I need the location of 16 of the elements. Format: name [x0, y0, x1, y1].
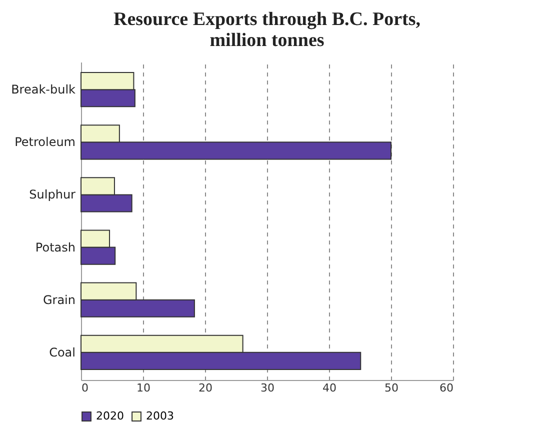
y-tick-label: Coal: [49, 345, 76, 360]
chart-title: Resource Exports through B.C. Ports, million tonnes: [114, 9, 421, 51]
y-tick-label: Break-bulk: [11, 82, 76, 97]
legend-label: 2020: [96, 410, 124, 423]
x-tick-label: 40: [322, 382, 336, 394]
x-tick-label: 10: [136, 382, 150, 394]
legend-label: 2003: [146, 410, 174, 423]
x-tick-label: 50: [384, 382, 398, 394]
y-tick-label: Petroleum: [14, 135, 76, 150]
x-tick-label: 60: [440, 382, 454, 394]
y-tick-label: Sulphur: [29, 188, 76, 202]
x-tick-label: 0: [82, 382, 88, 394]
x-tick-label: 30: [260, 382, 274, 394]
x-tick-label: 20: [198, 382, 212, 394]
y-tick-label: Potash: [35, 240, 76, 254]
y-tick-label: Grain: [42, 292, 76, 307]
